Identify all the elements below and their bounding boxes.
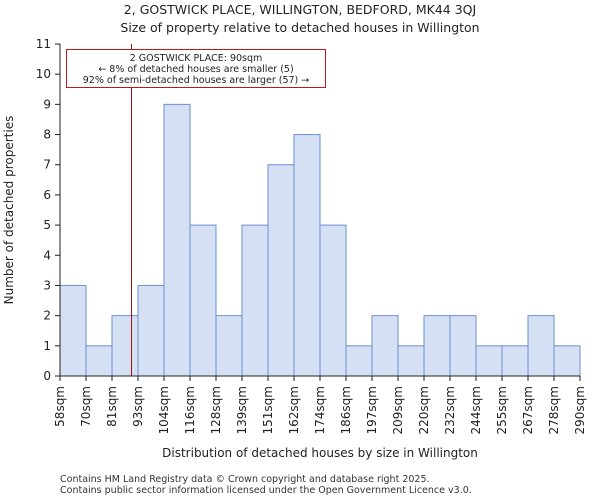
footer-line-1: Contains HM Land Registry data © Crown c… — [60, 474, 430, 485]
y-tick-label: 6 — [43, 188, 51, 202]
bar-162sqm — [293, 134, 321, 377]
bar-209sqm — [397, 345, 425, 377]
annotation-line-3: 92% of semi-detached houses are larger (… — [82, 75, 310, 86]
bar-186sqm — [345, 345, 373, 377]
x-tick-label: 290sqm — [573, 386, 587, 434]
x-tick-label: 93sqm — [131, 386, 145, 427]
y-tick-label: 0 — [43, 369, 51, 383]
x-tick-label: 151sqm — [261, 386, 275, 434]
bar-197sqm — [371, 315, 399, 377]
x-tick-label: 81sqm — [105, 386, 119, 427]
annotation-line-1: 2 GOSTWICK PLACE: 90sqm — [129, 53, 263, 64]
x-tick-label: 255sqm — [495, 386, 509, 434]
x-tick-label: 244sqm — [469, 386, 483, 434]
annotation-line-2: ← 8% of detached houses are smaller (5) — [98, 64, 294, 75]
chart-subtitle: Size of property relative to detached ho… — [120, 20, 480, 35]
x-tick-label: 162sqm — [287, 386, 301, 434]
y-tick-label: 8 — [43, 128, 51, 142]
bar-93sqm — [137, 284, 165, 377]
bar-220sqm — [423, 315, 451, 377]
bar-267sqm — [527, 315, 555, 377]
bar-70sqm — [85, 345, 113, 377]
y-tick-label: 3 — [43, 278, 51, 292]
x-tick-label: 116sqm — [183, 386, 197, 434]
bar-151sqm — [267, 164, 295, 377]
x-tick-label: 139sqm — [235, 386, 249, 434]
x-tick-label: 104sqm — [157, 386, 171, 434]
bar-58sqm — [59, 284, 87, 377]
bar-232sqm — [449, 315, 477, 377]
x-tick-label: 174sqm — [313, 386, 327, 434]
bar-116sqm — [189, 224, 217, 377]
bar-139sqm — [241, 224, 269, 377]
y-tick-label: 2 — [43, 309, 51, 323]
x-axis-title: Distribution of detached houses by size … — [162, 446, 478, 460]
x-tick-label: 220sqm — [417, 386, 431, 434]
y-tick-label: 4 — [43, 248, 51, 262]
bar-174sqm — [319, 224, 347, 377]
x-tick-label: 197sqm — [365, 386, 379, 434]
bar-255sqm — [501, 345, 529, 377]
y-tick-label: 1 — [43, 339, 51, 353]
y-tick-label: 11 — [36, 37, 51, 51]
x-tick-label: 128sqm — [209, 386, 223, 434]
y-tick-label: 5 — [43, 218, 51, 232]
chart-title: 2, GOSTWICK PLACE, WILLINGTON, BEDFORD, … — [123, 2, 477, 17]
y-tick-label: 10 — [36, 67, 51, 81]
x-tick-label: 186sqm — [339, 386, 353, 434]
x-tick-label: 232sqm — [443, 386, 457, 434]
annotation-box: 2 GOSTWICK PLACE: 90sqm ← 8% of detached… — [66, 49, 326, 88]
bar-244sqm — [475, 345, 503, 377]
bar-81sqm — [111, 315, 139, 377]
x-tick-label: 58sqm — [53, 386, 67, 427]
y-tick-label: 9 — [43, 97, 51, 111]
bar-128sqm — [215, 315, 243, 377]
x-tick-label: 209sqm — [391, 386, 405, 434]
bar-278sqm — [553, 345, 581, 377]
footer-line-2: Contains public sector information licen… — [60, 485, 472, 496]
bar-104sqm — [163, 103, 191, 377]
y-axis-title: Number of detached properties — [2, 116, 16, 305]
x-tick-label: 70sqm — [79, 386, 93, 427]
x-tick-label: 267sqm — [521, 386, 535, 434]
y-tick-label: 7 — [43, 158, 51, 172]
x-tick-label: 278sqm — [547, 386, 561, 434]
